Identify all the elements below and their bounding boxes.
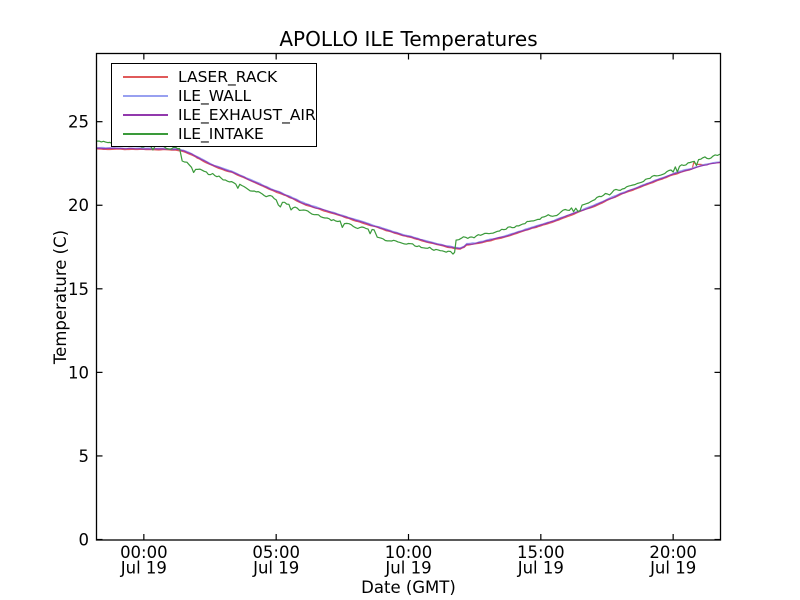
tick-marks — [97, 54, 720, 541]
y-tick-label: 20 — [68, 196, 89, 215]
y-tick-label: 0 — [79, 531, 90, 550]
y-tick-label: 15 — [68, 280, 89, 299]
x-axis-label: Date (GMT) — [361, 578, 456, 597]
x-tick-label: 15:00 — [517, 543, 565, 562]
legend-item-label: ILE_WALL — [178, 86, 252, 105]
y-tick-label: 5 — [79, 447, 90, 466]
series-line-ile_exhaust_air — [97, 147, 720, 250]
y-tick-label: 10 — [68, 363, 89, 382]
legend-line-swatch — [123, 94, 168, 97]
chart-title: APOLLO ILE Temperatures — [279, 27, 538, 51]
legend-line-swatch — [123, 132, 168, 135]
x-tick-sublabel: Jul 19 — [649, 559, 696, 578]
legend-line-swatch — [123, 113, 168, 116]
x-tick-sublabel: Jul 19 — [517, 559, 564, 578]
legend: LASER_RACK ILE_WALL ILE_EXHAUST_AIR ILE_… — [111, 63, 317, 147]
legend-item: LASER_RACK — [123, 68, 316, 86]
x-tick-sublabel: Jul 19 — [384, 559, 431, 578]
axes-frame — [95, 52, 722, 541]
legend-item-label: ILE_INTAKE — [178, 124, 264, 143]
x-tick-label: 10:00 — [385, 543, 433, 562]
x-tick-label: 05:00 — [252, 543, 300, 562]
legend-item: ILE_WALL — [123, 87, 316, 105]
y-axis-label: Temperature (C) — [51, 229, 70, 365]
x-tick-sublabel: Jul 19 — [252, 559, 299, 578]
x-tick-sublabel: Jul 19 — [120, 559, 167, 578]
legend-item: ILE_INTAKE — [123, 125, 316, 143]
series-line-ile_intake — [97, 140, 720, 255]
legend-item: ILE_EXHAUST_AIR — [123, 106, 316, 124]
series-line-laser_rack — [97, 148, 720, 250]
x-tick-label: 00:00 — [120, 543, 168, 562]
legend-line-swatch — [123, 75, 168, 78]
series-lines — [97, 140, 720, 255]
series-line-ile_wall — [97, 146, 720, 249]
y-tick-label: 25 — [68, 113, 89, 132]
legend-item-label: ILE_EXHAUST_AIR — [178, 105, 316, 124]
legend-item-label: LASER_RACK — [178, 67, 278, 86]
x-tick-label: 20:00 — [649, 543, 697, 562]
